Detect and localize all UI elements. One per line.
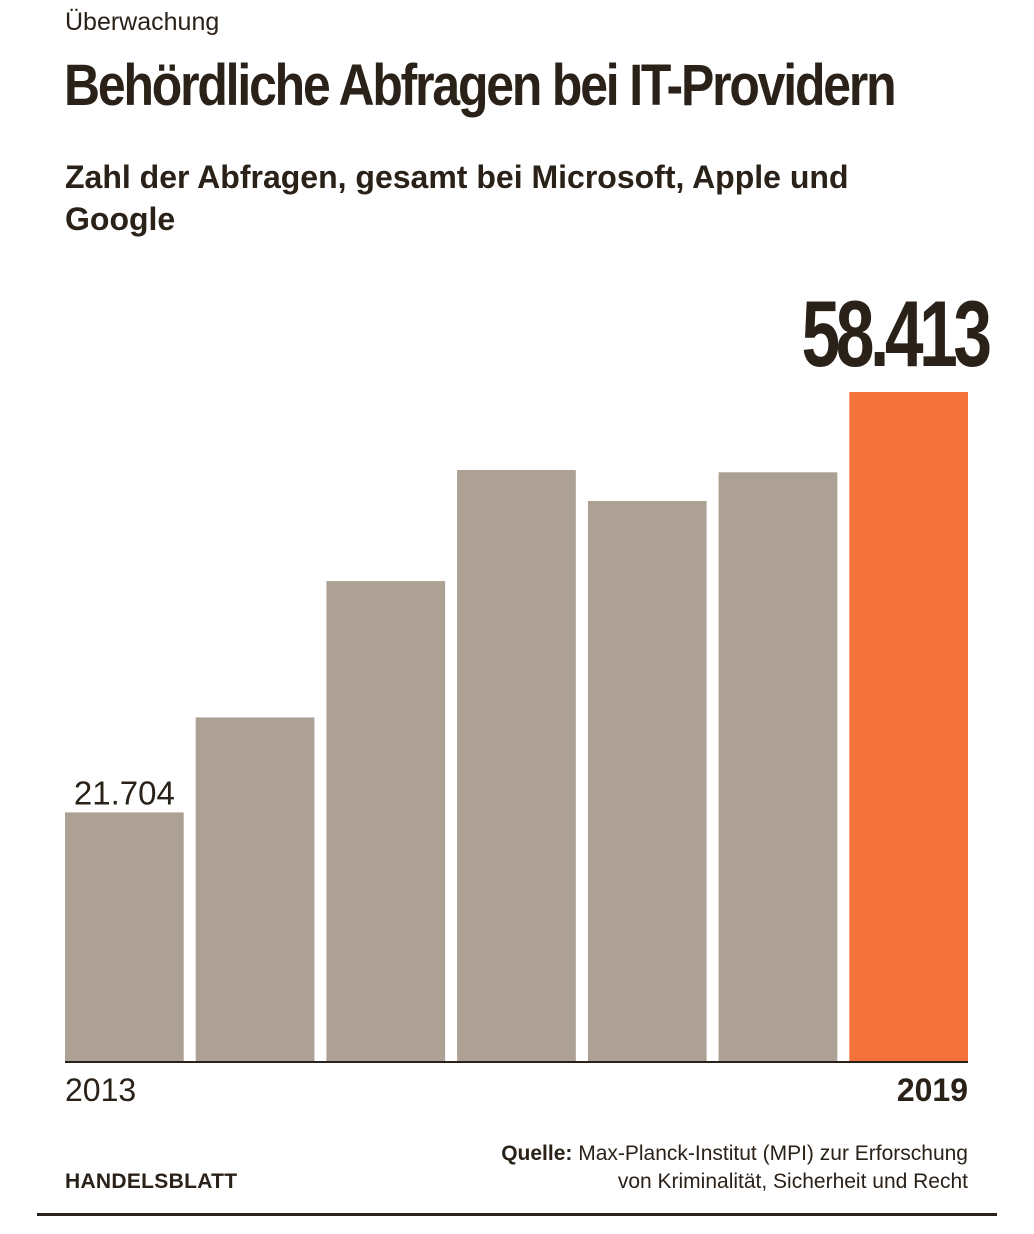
bar-2015 <box>326 581 446 1061</box>
bar-2019 <box>849 392 968 1061</box>
bar-2016 <box>457 470 576 1061</box>
bar-2017 <box>587 501 707 1061</box>
source-line-1: Max-Planck-Institut (MPI) zur Erforschun… <box>578 1142 968 1165</box>
source-note: Quelle: Max-Planck-Institut (MPI) zur Er… <box>408 1140 968 1196</box>
x-axis-end-label: 2019 <box>896 1072 968 1108</box>
chart-kicker: Überwachung <box>65 8 220 36</box>
source-label: Quelle: <box>501 1142 573 1165</box>
brand-logo-text: HANDELSBLATT <box>65 1170 238 1193</box>
bar-2013 <box>65 812 184 1061</box>
data-label-2013: 21.704 <box>74 774 175 811</box>
bar-2014 <box>195 717 315 1061</box>
chart-subtitle: Zahl der Abfragen, gesamt bei Microsoft,… <box>65 159 849 237</box>
x-axis-start-label: 2013 <box>65 1072 137 1108</box>
data-label-2019: 58.413 <box>802 281 990 387</box>
source-line-2: von Kriminalität, Sicherheit und Recht <box>617 1170 968 1193</box>
bar-2018 <box>718 472 838 1061</box>
bottom-rule <box>37 1213 997 1216</box>
chart-title: Behördliche Abfragen bei IT-Providern <box>64 53 897 118</box>
